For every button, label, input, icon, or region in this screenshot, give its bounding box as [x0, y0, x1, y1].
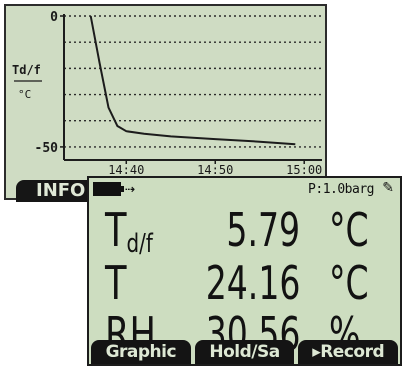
chart-series-line — [89, 15, 296, 146]
hold-save-softkey[interactable]: Hold/Sa — [194, 340, 295, 364]
x-tick-label: 14:50 — [197, 163, 233, 177]
info-softkey[interactable]: INFO — [16, 180, 94, 202]
trend-graph-screen: Td/f °C 0 -50 14:40 14:50 15:00 — [4, 4, 327, 200]
pressure-setting: P:1.0barg — [308, 182, 374, 197]
connection-icon: ⇢ — [125, 179, 136, 199]
graphic-softkey[interactable]: Graphic — [91, 340, 191, 364]
battery-icon — [93, 182, 121, 196]
reading-row-dewpoint: Td/f 5.79 °C — [89, 203, 400, 259]
y-tick-label: 0 — [50, 10, 58, 25]
chart-grid — [64, 15, 322, 148]
softkey-bar: Graphic Hold/Sa ▸Record — [89, 340, 400, 364]
y-axis-unit: °C — [18, 88, 31, 101]
reading-value: 5.79 — [226, 203, 300, 257]
y-axis-label: Td/f — [12, 63, 41, 77]
reading-unit: °C — [329, 203, 369, 257]
status-bar: ⇢ P:1.0barg ✎ — [89, 178, 400, 202]
x-tick-label: 15:00 — [286, 163, 322, 177]
record-softkey[interactable]: ▸Record — [298, 340, 399, 364]
x-tick-labels: 14:40 14:50 15:00 — [108, 160, 322, 177]
battery-terminal — [121, 186, 124, 192]
reading-value: 24.16 — [205, 256, 300, 310]
reading-row-temperature: T 24.16 °C — [89, 257, 400, 309]
readings-screen: ⇢ P:1.0barg ✎ Td/f 5.79 °C T 24.16 °C RH… — [87, 176, 402, 366]
reading-label: T — [105, 256, 127, 310]
y-tick-labels: 0 -50 — [35, 10, 64, 156]
trend-chart: Td/f °C 0 -50 14:40 14:50 15:00 — [12, 10, 322, 177]
y-tick-label: -50 — [35, 141, 59, 156]
reading-unit: °C — [329, 256, 369, 310]
edit-pen-icon: ✎ — [382, 180, 394, 196]
reading-label: Td/f — [105, 203, 153, 259]
x-tick-label: 14:40 — [108, 163, 144, 177]
